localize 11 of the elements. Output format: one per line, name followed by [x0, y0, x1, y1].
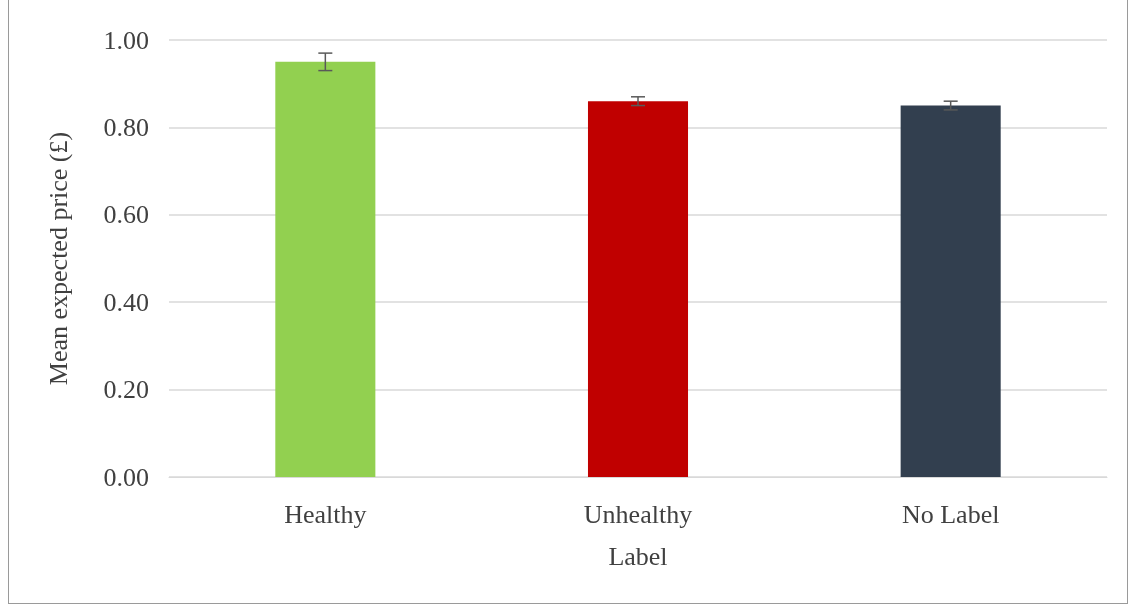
y-tick-label: 1.00 [103, 25, 149, 55]
y-tick-label: 0.80 [103, 112, 149, 142]
x-tick-label: Healthy [284, 499, 367, 529]
x-axis-title: Label [608, 541, 668, 571]
y-tick-label: 0.60 [103, 200, 149, 230]
y-axis-title: Mean expected price (£) [43, 131, 73, 386]
y-tick-label: 0.00 [103, 462, 149, 492]
x-tick-label: No Label [901, 499, 1000, 529]
y-tick-label: 0.20 [103, 375, 149, 405]
y-tick-label: 0.40 [103, 287, 149, 317]
x-tick-label: Unhealthy [583, 499, 693, 529]
